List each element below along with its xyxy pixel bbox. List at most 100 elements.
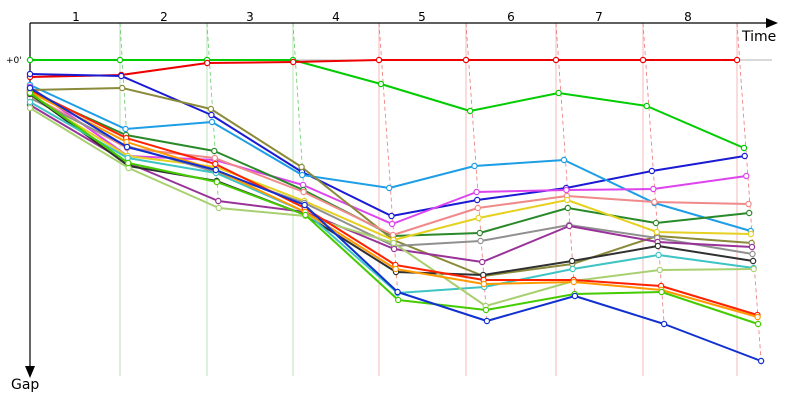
series-11-point-4 xyxy=(390,245,398,253)
zero-gap-label: +0' xyxy=(6,56,22,66)
series-2-point-4 xyxy=(375,56,383,64)
lap-label-5: 5 xyxy=(418,10,426,24)
series-12-point-8 xyxy=(749,257,757,265)
lap-label-8: 8 xyxy=(684,10,692,24)
series-6 xyxy=(26,84,755,280)
lap-label-2: 2 xyxy=(160,10,168,24)
series-9-point-7 xyxy=(653,228,661,236)
series-6-point-1 xyxy=(118,84,126,92)
series-13-point-6 xyxy=(569,265,576,273)
series-18-point-8 xyxy=(757,357,765,365)
lap-labels: 1 2 3 4 5 6 7 8 xyxy=(72,10,692,24)
lap-dash-5 xyxy=(465,22,488,322)
series-14 xyxy=(26,104,757,310)
series-group xyxy=(26,56,765,365)
series-14-point-7 xyxy=(656,266,664,274)
lap-label-1: 1 xyxy=(72,10,80,24)
series-12-point-6 xyxy=(568,257,576,265)
series-6-point-3 xyxy=(298,163,305,171)
series-18-point-1 xyxy=(123,143,131,151)
series-5-point-4 xyxy=(388,220,396,228)
series-7-point-7 xyxy=(652,219,660,227)
series-3 xyxy=(26,70,748,220)
series-10-point-5 xyxy=(477,237,484,245)
series-18-point-6 xyxy=(571,292,579,300)
x-axis-arrowhead xyxy=(766,18,778,28)
series-14-point-0 xyxy=(26,104,34,112)
series-2 xyxy=(26,56,741,81)
series-8-point-5 xyxy=(474,204,481,212)
series-9-point-6 xyxy=(564,196,571,204)
series-7-point-8 xyxy=(746,209,753,217)
series-1-point-5 xyxy=(466,107,474,115)
series-17-point-2 xyxy=(213,178,220,186)
series-6-point-2 xyxy=(207,105,215,113)
series-2-point-6 xyxy=(552,56,560,64)
series-13-point-7 xyxy=(655,251,662,259)
series-1-point-0 xyxy=(26,56,34,64)
lap-dash-8 xyxy=(736,22,762,362)
series-17-point-7 xyxy=(658,288,665,296)
series-13-point-0 xyxy=(26,98,34,106)
series-11-point-6 xyxy=(566,222,573,230)
series-2-point-5 xyxy=(462,56,470,64)
series-2-point-3 xyxy=(290,58,297,66)
series-3-point-8 xyxy=(741,152,748,160)
series-18-point-4 xyxy=(394,288,401,296)
series-4-point-4 xyxy=(386,184,393,192)
series-5-point-6 xyxy=(563,186,570,194)
series-2-point-8 xyxy=(733,56,741,64)
series-10-point-8 xyxy=(749,250,756,258)
series-16-point-4 xyxy=(392,265,399,273)
series-8-point-7 xyxy=(651,198,658,206)
series-5-point-3 xyxy=(299,181,307,189)
series-1-point-6 xyxy=(555,89,562,97)
series-11-point-5 xyxy=(479,258,486,266)
series-12-point-5 xyxy=(480,271,487,279)
lap-label-3: 3 xyxy=(246,10,254,24)
series-16-point-5 xyxy=(480,280,488,288)
series-16-point-8 xyxy=(754,313,761,321)
series-line-18 xyxy=(29,87,762,362)
series-7-point-6 xyxy=(564,204,572,212)
series-line-5 xyxy=(29,86,747,225)
series-5-point-8 xyxy=(743,172,750,180)
series-5-point-7 xyxy=(650,185,657,193)
series-8-point-2 xyxy=(211,154,218,162)
lap-label-4: 4 xyxy=(332,10,340,24)
series-13-point-1 xyxy=(124,154,132,162)
series-14-point-4 xyxy=(390,239,397,247)
lap-connector-dashes xyxy=(119,22,762,362)
series-7-point-2 xyxy=(211,147,218,155)
series-line-16 xyxy=(29,91,758,318)
series-15-point-2 xyxy=(212,160,219,168)
series-17-point-5 xyxy=(482,306,490,314)
series-4-point-3 xyxy=(299,171,306,179)
series-3-point-4 xyxy=(388,212,395,220)
series-9-point-8 xyxy=(747,230,755,238)
series-5-point-5 xyxy=(473,188,480,196)
series-3-point-7 xyxy=(648,167,656,175)
series-1-point-8 xyxy=(740,144,748,152)
series-18-point-2 xyxy=(212,166,219,174)
series-16-point-1 xyxy=(123,138,130,146)
series-8-point-3 xyxy=(300,188,307,196)
series-1-point-1 xyxy=(116,56,124,64)
series-11-point-8 xyxy=(748,243,756,251)
series-18-point-7 xyxy=(660,320,668,328)
series-3-point-2 xyxy=(208,111,215,119)
series-9-point-5 xyxy=(475,214,482,222)
series-18-point-0 xyxy=(26,84,34,92)
lap-label-7: 7 xyxy=(595,10,603,24)
series-17-point-8 xyxy=(754,320,762,328)
series-line-10 xyxy=(29,97,753,255)
series-4-point-2 xyxy=(208,118,216,126)
series-line-2 xyxy=(29,59,737,78)
series-7-point-5 xyxy=(476,229,483,237)
series-2-point-7 xyxy=(639,56,647,64)
y-axis-title: Gap xyxy=(11,377,39,393)
lap-dash-4 xyxy=(378,22,399,301)
series-3-point-5 xyxy=(474,196,481,204)
series-17-point-4 xyxy=(395,296,402,304)
y-axis-arrowhead xyxy=(25,366,35,378)
